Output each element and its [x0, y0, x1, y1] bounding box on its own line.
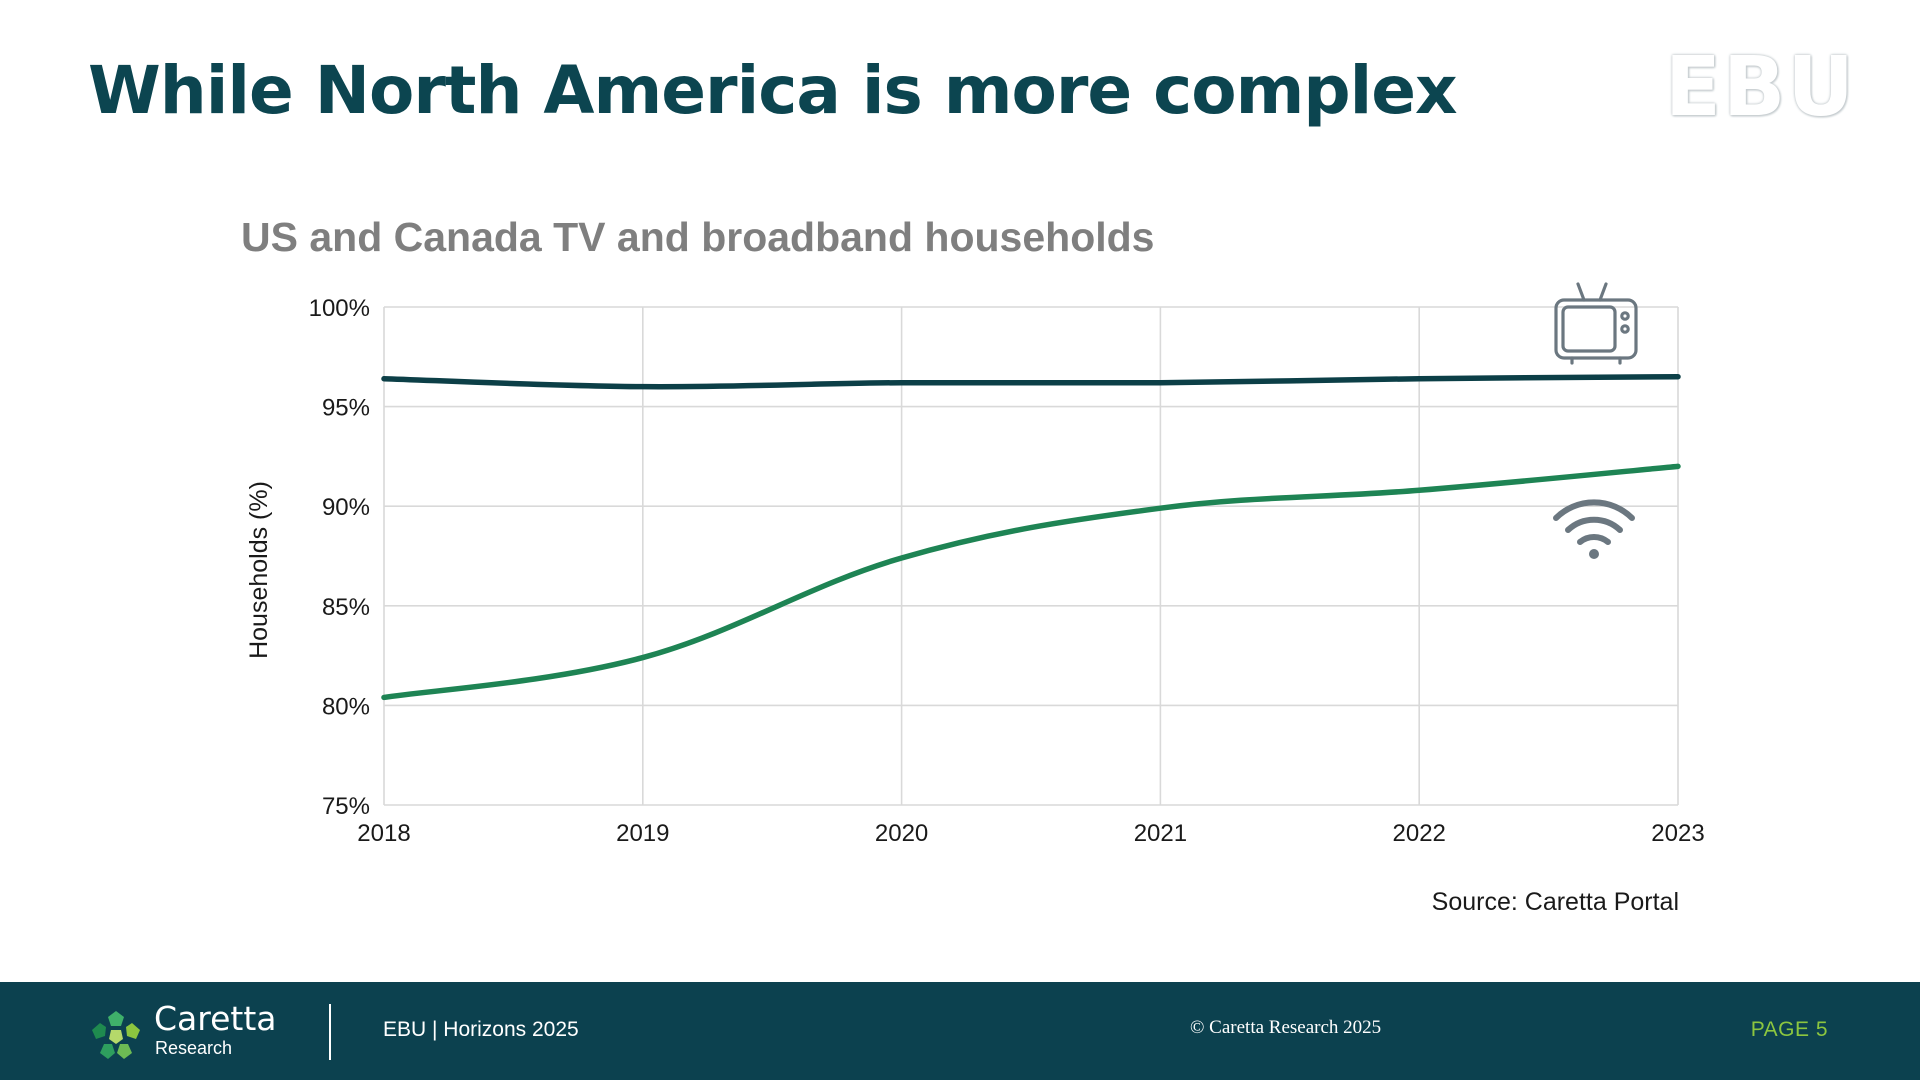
caretta-logo-icon — [92, 1011, 140, 1059]
chart-title: US and Canada TV and broadband household… — [241, 214, 1155, 260]
x-tick-label: 2018 — [357, 820, 410, 847]
footer: Caretta Research EBU | Horizons 2025 © C… — [0, 982, 1920, 1080]
y-tick-label: 90% — [322, 494, 370, 521]
x-tick-label: 2020 — [875, 820, 928, 847]
footer-divider — [329, 1004, 331, 1060]
ebu-logo: EBU — [1664, 40, 1856, 135]
x-tick-label: 2023 — [1651, 820, 1704, 847]
chart-source-note: Source: Caretta Portal — [1431, 888, 1679, 916]
x-tick-label: 2022 — [1393, 820, 1446, 847]
x-tick-label: 2021 — [1134, 820, 1187, 847]
y-tick-label: 85% — [322, 594, 370, 621]
y-tick-label: 100% — [309, 295, 370, 322]
chart-series — [381, 373, 1681, 701]
y-tick-label: 80% — [322, 693, 370, 720]
footer-copyright: © Caretta Research 2025 — [1190, 1017, 1382, 1038]
y-tick-label: 75% — [322, 793, 370, 820]
y-axis-title: Households (%) — [245, 481, 273, 659]
footer-brand-subtitle: Research — [155, 1038, 233, 1058]
x-tick-label: 2019 — [616, 820, 669, 847]
tv-icon — [1554, 282, 1638, 365]
wifi-icon — [1553, 499, 1635, 559]
y-axis-tick-labels: 100% 95% 90% 85% 80% 75% — [309, 295, 370, 820]
y-tick-label: 95% — [322, 395, 370, 422]
x-axis-tick-labels: 2018 2019 2020 2021 2022 2023 — [357, 820, 1704, 847]
line-chart: 100% 95% 90% 85% 80% 75% 2018 2019 2020 2021 2022… — [245, 282, 1705, 847]
series-line-broadband — [381, 463, 1681, 701]
series-line-tv — [381, 373, 1681, 390]
page-number: PAGE 5 — [1750, 1018, 1828, 1041]
footer-brand-name: Caretta — [154, 999, 277, 1038]
slide-title: While North America is more complex — [88, 52, 1458, 129]
footer-event-label: EBU | Horizons 2025 — [383, 1018, 579, 1041]
